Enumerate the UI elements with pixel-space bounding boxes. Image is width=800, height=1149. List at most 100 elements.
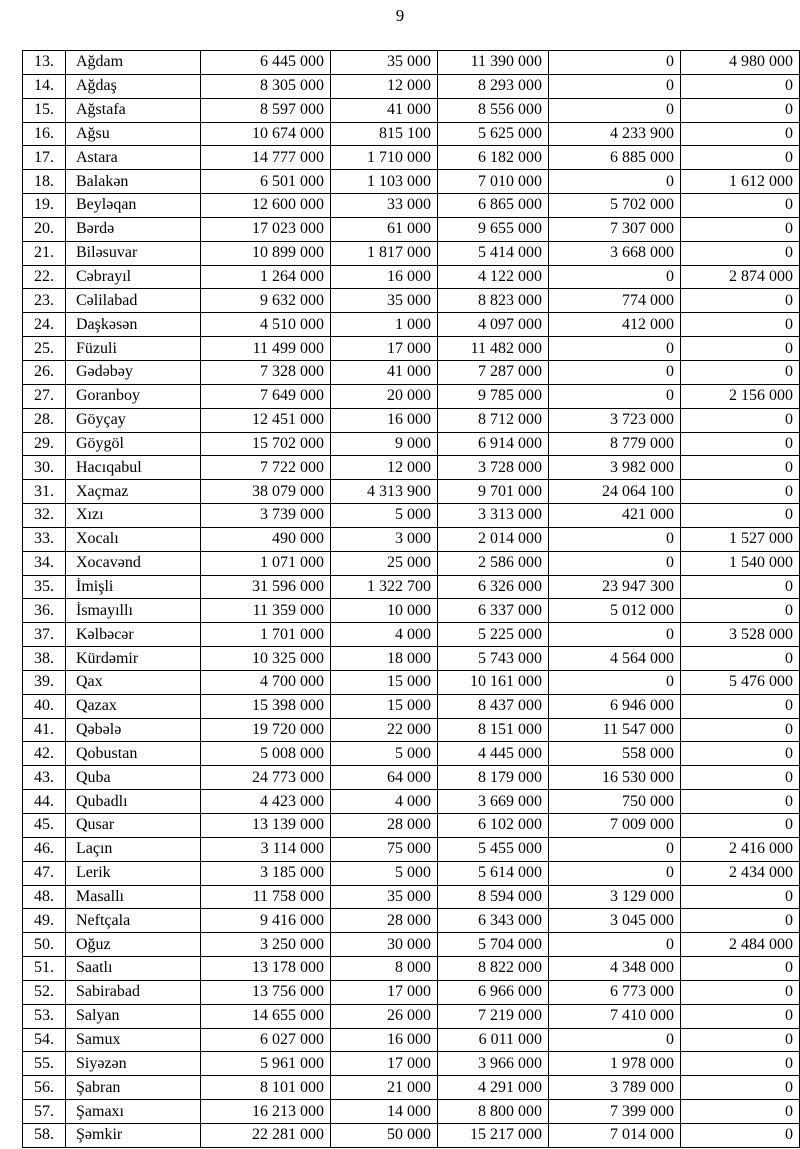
value-col-3: 6 343 000 [437, 908, 549, 934]
value-col-3: 6 865 000 [437, 193, 549, 218]
district-name: Qusar [65, 813, 201, 838]
value-col-2: 3 000 [330, 526, 438, 552]
value-col-2: 35 000 [330, 288, 438, 314]
value-col-5: 0 [680, 407, 800, 433]
value-col-2: 4 000 [330, 789, 438, 814]
value-col-2: 25 000 [330, 550, 438, 576]
row-number: 54. [22, 1027, 66, 1053]
value-col-2: 30 000 [330, 932, 438, 958]
value-col-1: 15 398 000 [200, 693, 331, 719]
value-col-1: 24 773 000 [200, 765, 331, 791]
value-col-2: 17 000 [330, 336, 438, 361]
value-col-4: 0 [548, 669, 681, 695]
value-col-1: 14 655 000 [200, 1003, 331, 1029]
value-col-1: 8 305 000 [200, 73, 331, 99]
table-row: 40. Qazax 15 398 000 15 000 8 437 000 6 946 0… [22, 693, 800, 719]
value-col-4: 23 947 300 [548, 574, 681, 600]
table-row: 15. Ağstafa 8 597 000 41 000 8 556 000 0 0 [22, 97, 800, 123]
value-col-2: 28 000 [330, 813, 438, 838]
value-col-3: 6 182 000 [437, 145, 549, 171]
value-col-1: 6 445 000 [200, 50, 331, 75]
value-col-3: 11 482 000 [437, 336, 549, 361]
value-col-2: 17 000 [330, 979, 438, 1005]
value-col-3: 8 556 000 [437, 97, 549, 123]
value-col-1: 17 023 000 [200, 216, 331, 242]
value-col-1: 6 027 000 [200, 1027, 331, 1053]
value-col-4: 5 702 000 [548, 193, 681, 218]
value-col-3: 8 800 000 [437, 1099, 549, 1124]
row-number: 42. [22, 741, 66, 767]
value-col-1: 7 722 000 [200, 455, 331, 481]
value-col-3: 5 704 000 [437, 932, 549, 958]
value-col-2: 41 000 [330, 359, 438, 385]
value-col-3: 5 225 000 [437, 622, 549, 648]
value-col-4: 774 000 [548, 288, 681, 314]
value-col-1: 13 756 000 [200, 979, 331, 1005]
district-name: Ağdaş [65, 73, 201, 99]
value-col-4: 3 668 000 [548, 240, 681, 266]
value-col-2: 4 000 [330, 622, 438, 648]
value-col-5: 1 527 000 [680, 526, 800, 552]
value-col-1: 10 899 000 [200, 240, 331, 266]
row-number: 23. [22, 288, 66, 314]
row-number: 49. [22, 908, 66, 934]
district-name: Daşkəsən [65, 312, 201, 338]
value-col-4: 0 [548, 336, 681, 361]
row-number: 18. [22, 169, 66, 195]
row-number: 48. [22, 884, 66, 910]
district-name: Ağsu [65, 121, 201, 147]
value-col-5: 0 [680, 574, 800, 600]
value-col-5: 1 612 000 [680, 169, 800, 195]
value-col-5: 0 [680, 693, 800, 719]
value-col-4: 8 779 000 [548, 431, 681, 457]
district-name: Ağstafa [65, 97, 201, 123]
row-number: 25. [22, 336, 66, 361]
district-name: Ağdam [65, 50, 201, 75]
value-col-3: 7 219 000 [437, 1003, 549, 1029]
value-col-5: 0 [680, 884, 800, 910]
value-col-4: 3 982 000 [548, 455, 681, 481]
value-col-5: 0 [680, 908, 800, 934]
table-row: 52. Sabirabad 13 756 000 17 000 6 966 000 6 7… [22, 979, 800, 1005]
value-col-4: 3 723 000 [548, 407, 681, 433]
value-col-2: 26 000 [330, 1003, 438, 1029]
value-col-4: 421 000 [548, 503, 681, 528]
row-number: 29. [22, 431, 66, 457]
table-row: 49. Neftçala 9 416 000 28 000 6 343 000 3 045… [22, 908, 800, 934]
row-number: 34. [22, 550, 66, 576]
value-col-4: 7 009 000 [548, 813, 681, 838]
district-name: Gədəbəy [65, 359, 201, 385]
district-name: Cəbrayıl [65, 264, 201, 290]
value-col-3: 5 455 000 [437, 836, 549, 862]
table-row: 57. Şamaxı 16 213 000 14 000 8 800 000 7 399 … [22, 1099, 800, 1124]
district-name: Goranboy [65, 383, 201, 409]
value-col-1: 4 423 000 [200, 789, 331, 814]
value-col-4: 7 014 000 [548, 1122, 681, 1148]
page-number: 9 [395, 6, 405, 25]
district-name: Masallı [65, 884, 201, 910]
value-col-1: 19 720 000 [200, 717, 331, 743]
table-row: 19. Beyləqan 12 600 000 33 000 6 865 000 5 70… [22, 193, 800, 218]
value-col-4: 4 233 900 [548, 121, 681, 147]
table-row: 18. Balakən 6 501 000 1 103 000 7 010 000 0 1 … [22, 169, 800, 195]
row-number: 47. [22, 860, 66, 886]
row-number: 28. [22, 407, 66, 433]
value-col-5: 0 [680, 646, 800, 671]
row-number: 50. [22, 932, 66, 958]
value-col-3: 5 625 000 [437, 121, 549, 147]
value-col-2: 8 000 [330, 956, 438, 981]
district-name: Qobustan [65, 741, 201, 767]
value-col-3: 7 010 000 [437, 169, 549, 195]
district-name: Qubadlı [65, 789, 201, 814]
value-col-3: 4 445 000 [437, 741, 549, 767]
value-col-1: 9 632 000 [200, 288, 331, 314]
value-col-3: 2 014 000 [437, 526, 549, 552]
district-name: Oğuz [65, 932, 201, 958]
table-row: 33. Xocalı 490 000 3 000 2 014 000 0 1 527 000 [22, 526, 800, 552]
value-col-3: 5 414 000 [437, 240, 549, 266]
value-col-2: 61 000 [330, 216, 438, 242]
value-col-5: 1 540 000 [680, 550, 800, 576]
table-body: 13. Ağdam 6 445 000 35 000 11 390 000 0 4 980 … [22, 50, 800, 1148]
value-col-1: 1 071 000 [200, 550, 331, 576]
value-col-4: 0 [548, 97, 681, 123]
